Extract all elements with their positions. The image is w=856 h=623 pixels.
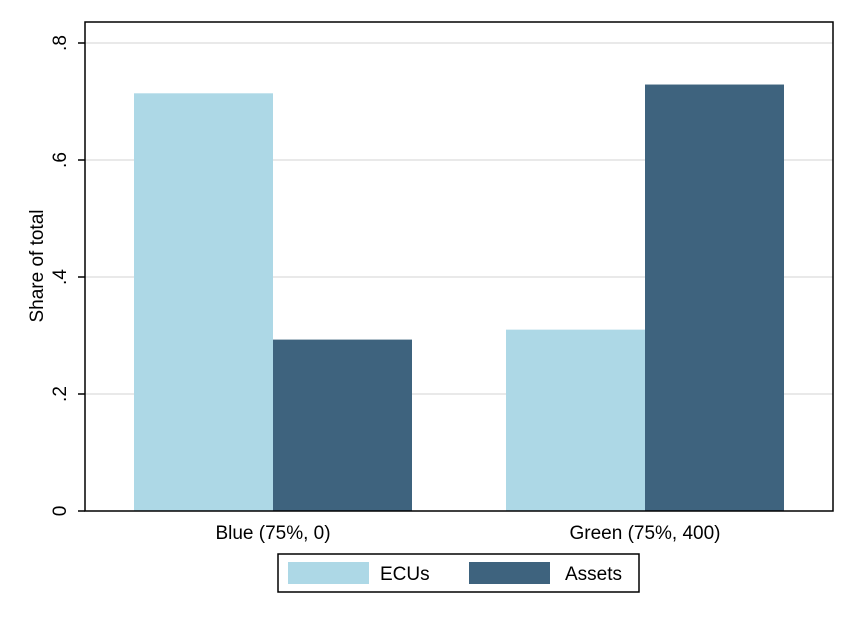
legend-label-ecus: ECUs [380, 564, 430, 585]
y-axis-ticks: 0 .2 .4 .6 .8 [50, 35, 85, 516]
legend-label-assets: Assets [565, 564, 622, 585]
legend-swatch-assets [469, 562, 550, 584]
bar-assets-2 [645, 84, 784, 511]
y-tick-label: .4 [50, 269, 71, 285]
legend: ECUs Assets [277, 553, 640, 593]
plot-frame [84, 21, 834, 512]
bar-ecus-2 [506, 329, 645, 511]
y-tick-label: 0 [50, 506, 71, 517]
x-category-label: Green (75%, 400) [569, 523, 720, 544]
x-category-label: Blue (75%, 0) [215, 523, 330, 544]
x-axis-labels: Blue (75%, 0) Green (75%, 400) [215, 523, 720, 544]
y-tick-label: .6 [50, 152, 71, 168]
legend-swatch-ecus [288, 562, 369, 584]
y-axis-title: Share of total [27, 209, 48, 322]
bar-assets-1 [273, 339, 412, 511]
bar-ecus-1 [134, 93, 273, 511]
bars [134, 84, 784, 511]
y-tick-label: .8 [50, 35, 71, 51]
y-tick-label: .2 [50, 386, 71, 402]
